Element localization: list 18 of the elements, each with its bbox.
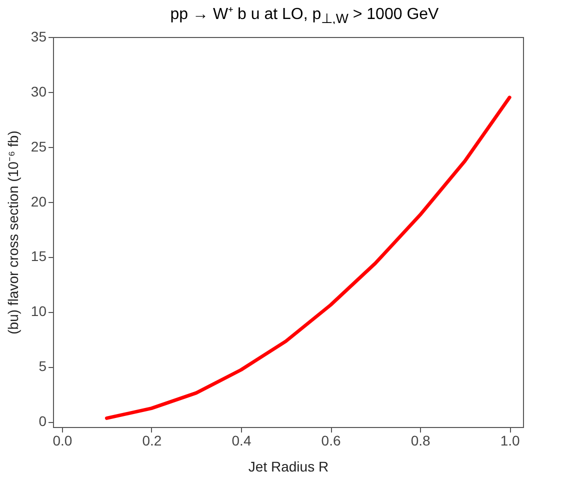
x-axis-title: Jet Radius R [248,458,329,474]
y-axis-title: (bu) flavor cross section (10⁻⁶ fb) [4,130,21,334]
x-tick-label: 1.0 [500,432,520,448]
y-tick-label: 10 [30,303,47,320]
chart-title: pp → W⁺ b u at LO, p$_{⊥,W}$ > 1000 GeV [169,5,440,26]
y-tick-label: 35 [30,28,47,44]
y-tick-label: 0 [38,413,47,430]
x-tick-label: 0.6 [321,432,341,448]
x-tick-label: 0.0 [52,432,72,448]
y-tick-label: 15 [30,248,47,264]
y-tick-label: 30 [30,83,47,100]
y-tick-label: 25 [30,138,47,154]
y-tick-label: 5 [38,358,47,374]
x-tick-label: 0.2 [142,432,162,448]
y-tick-label: 20 [30,193,47,210]
x-tick-label: 0.4 [232,432,252,448]
line-series [104,96,512,420]
x-tick-label: 0.8 [410,432,430,448]
